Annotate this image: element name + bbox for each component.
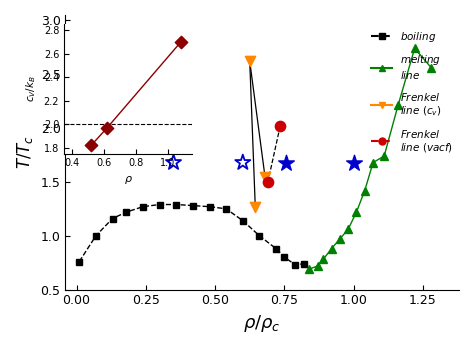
Point [350, 160, 357, 165]
Y-axis label: $c_V/k_B$: $c_V/k_B$ [24, 75, 38, 103]
Point [103, 125, 111, 131]
X-axis label: $\rho$: $\rho$ [124, 174, 132, 186]
X-axis label: $\rho/\rho_c$: $\rho/\rho_c$ [243, 313, 281, 334]
Point [252, 204, 259, 209]
Point [261, 174, 269, 179]
Point [276, 123, 284, 129]
Point [264, 180, 272, 185]
Point [170, 160, 177, 165]
Point [282, 160, 290, 165]
Point [246, 59, 254, 64]
Point [177, 39, 184, 45]
Point [239, 160, 246, 165]
Point [87, 142, 95, 148]
Y-axis label: $T/T_c$: $T/T_c$ [15, 135, 35, 169]
Legend: $\mathbf{\mathit{boiling}}$, $\mathbf{\mathit{melting}}$
$\mathbf{\mathit{line}}: $\mathbf{\mathit{boiling}}$, $\mathbf{\m… [367, 26, 458, 158]
